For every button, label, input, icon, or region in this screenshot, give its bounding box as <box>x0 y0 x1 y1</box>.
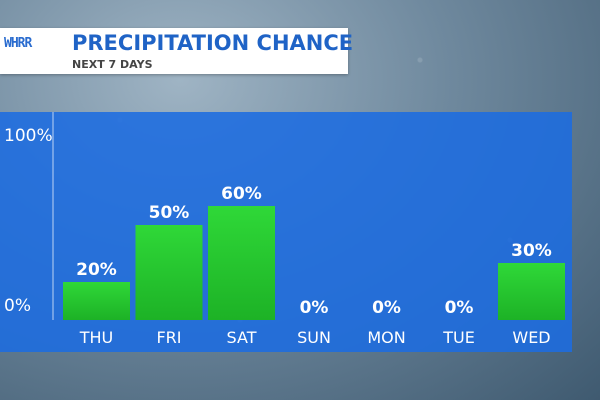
value-label-sat: 60% <box>221 184 262 204</box>
day-label-wed: WED <box>512 328 550 347</box>
y-tick-max: 100% <box>4 126 53 146</box>
bar-wed <box>498 263 565 320</box>
value-label-thu: 20% <box>76 260 117 280</box>
bar-sat <box>208 206 275 320</box>
value-label-sun: 0% <box>300 298 329 318</box>
day-label-sat: SAT <box>227 328 257 347</box>
value-label-wed: 30% <box>511 241 552 261</box>
station-logo: WHRR <box>4 36 32 51</box>
chart-title: PRECIPITATION CHANCE <box>72 31 354 55</box>
value-label-fri: 50% <box>149 203 190 223</box>
bar-thu <box>63 282 130 320</box>
axis-divider <box>52 112 54 320</box>
value-label-mon: 0% <box>372 298 401 318</box>
title-banner: WHRR PRECIPITATION CHANCE NEXT 7 DAYS <box>0 28 353 74</box>
day-label-sun: SUN <box>297 328 331 347</box>
value-label-tue: 0% <box>445 298 474 318</box>
y-tick-min: 0% <box>4 296 31 316</box>
chart-subtitle: NEXT 7 DAYS <box>72 58 153 71</box>
bar-fri <box>135 225 203 320</box>
day-label-thu: THU <box>79 328 114 347</box>
day-label-tue: TUE <box>442 328 475 347</box>
day-label-mon: MON <box>367 328 405 347</box>
day-label-fri: FRI <box>156 328 181 347</box>
